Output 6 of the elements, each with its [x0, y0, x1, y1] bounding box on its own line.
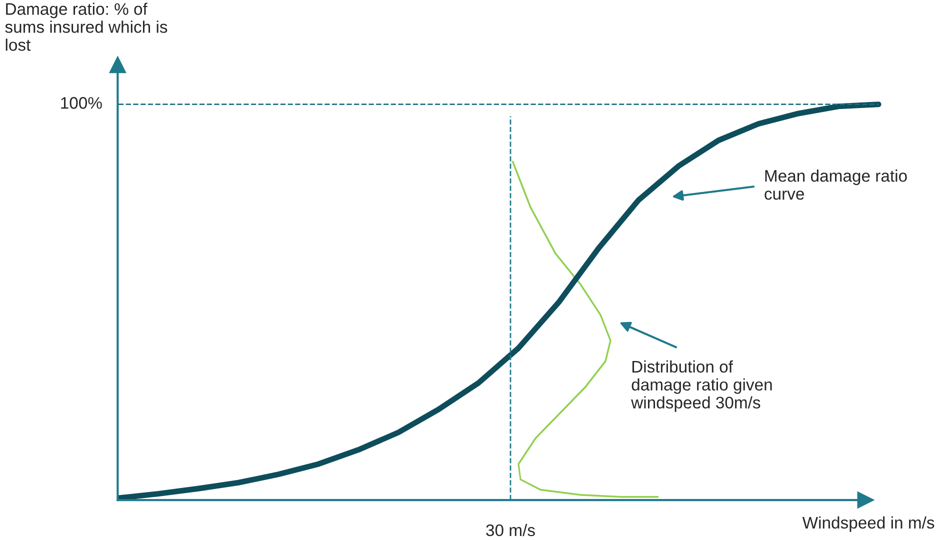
ref-line-label: 100%	[61, 97, 102, 109]
annotation: Mean damage ratio curve	[764, 170, 907, 200]
annotation: Distribution of damage ratio given windspeed 30m/s	[631, 360, 772, 412]
text: 30 m/s	[486, 524, 535, 536]
y-axis-title: Damage ratio: % of sums insured which is lost	[5, 2, 168, 51]
x-axis-title: Windspeed in m/s	[802, 516, 934, 532]
